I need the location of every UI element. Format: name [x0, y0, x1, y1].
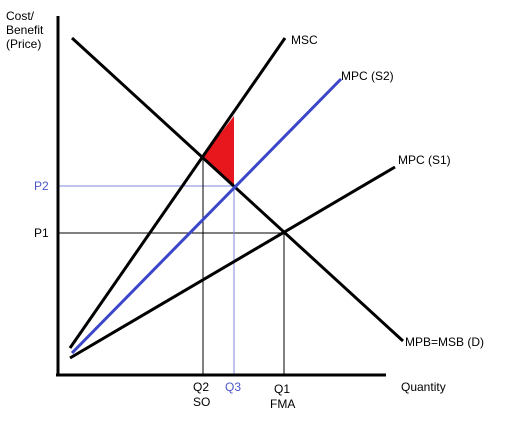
- y-axis-title-line-1: Cost/: [6, 9, 35, 23]
- msc-label: MSC: [291, 33, 318, 47]
- p1-label: P1: [34, 226, 49, 240]
- demand-label: MPB=MSB (D): [405, 335, 484, 349]
- mpc-s1-label: MPC (S1): [398, 153, 451, 167]
- q3-label: Q3: [225, 380, 241, 394]
- mpc-s2-curve: [70, 77, 343, 355]
- mpc-s2-label: MPC (S2): [341, 69, 394, 83]
- welfare-loss-triangle: [203, 116, 234, 186]
- q1-sub-label: FMA: [270, 397, 295, 411]
- mpc-s1-curve: [69, 165, 396, 360]
- q2-sub-label: SO: [193, 395, 210, 409]
- y-axis-title-line-2: Benefit: [6, 23, 44, 37]
- q2-label: Q2: [193, 380, 209, 394]
- demand-curve-mpb-msb: [70, 36, 405, 343]
- y-axis-title-line-3: (Price): [6, 37, 41, 51]
- p2-label: P2: [34, 179, 49, 193]
- q1-label: Q1: [274, 382, 290, 396]
- msc-curve: [68, 37, 287, 349]
- x-axis-title: Quantity: [401, 380, 446, 394]
